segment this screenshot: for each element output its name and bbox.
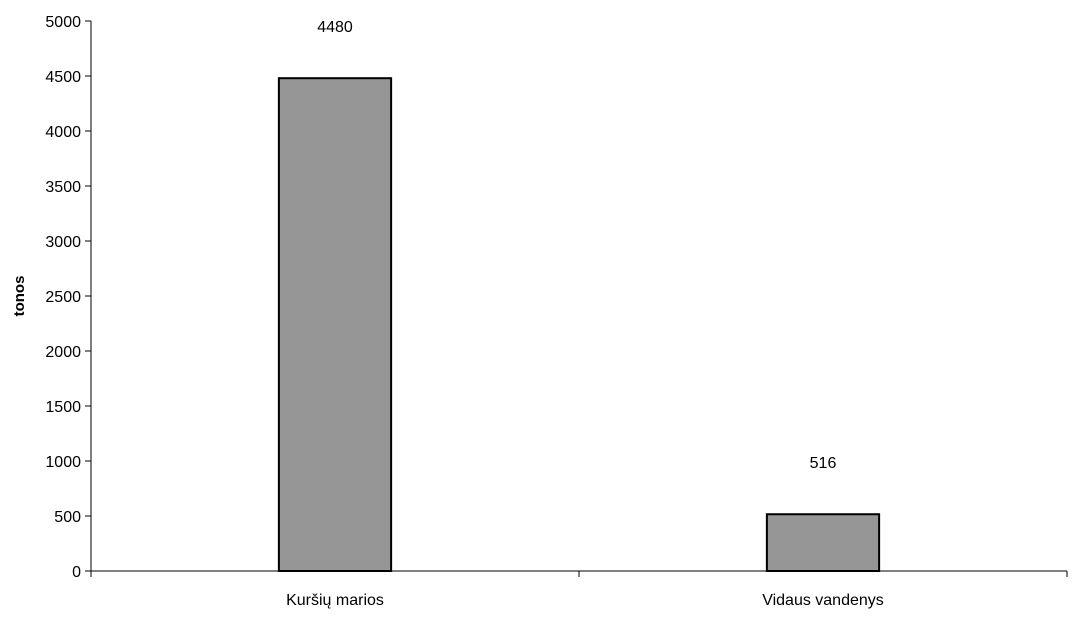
y-axis-title: tonos — [11, 276, 28, 317]
x-axis: Kuršių marios Vidaus vandenys — [90, 570, 1068, 609]
data-label-1: 4480 — [317, 19, 353, 36]
y-tick-label: 4500 — [45, 69, 81, 86]
y-tick-label: 2500 — [45, 289, 81, 306]
category-label-2: Vidaus vandenys — [762, 592, 884, 609]
y-tick-label: 500 — [54, 509, 81, 526]
bar-2 — [765, 513, 881, 572]
y-tick-label: 3500 — [45, 179, 81, 196]
bar-1 — [277, 77, 393, 572]
data-labels: 4480 516 — [317, 19, 836, 472]
y-tick-label: 5000 — [45, 14, 81, 31]
y-axis: 0 500 1000 1500 2000 2500 3000 3500 4000 4500 5000 — [45, 14, 92, 581]
y-tick-label: 1500 — [45, 399, 81, 416]
category-label-1: Kuršių marios — [286, 592, 384, 609]
y-tick-label: 1000 — [45, 454, 81, 471]
data-label-2: 516 — [810, 455, 837, 472]
y-tick-label: 0 — [72, 564, 81, 581]
y-tick-label: 4000 — [45, 124, 81, 141]
bars — [277, 77, 881, 572]
y-tick-label: 2000 — [45, 344, 81, 361]
y-tick-label: 3000 — [45, 234, 81, 251]
